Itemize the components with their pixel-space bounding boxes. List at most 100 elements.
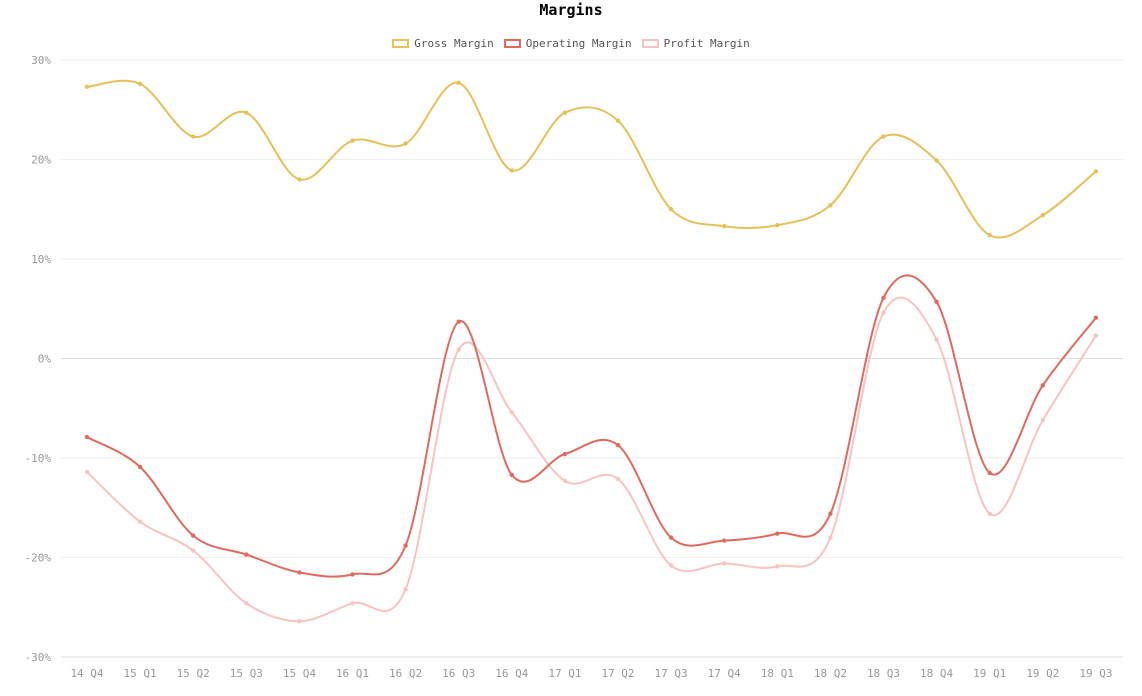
data-point-profit-margin	[1040, 417, 1046, 423]
x-tick-label: 19 Q3	[1079, 667, 1112, 680]
data-point-gross-margin	[1040, 213, 1046, 218]
x-tick-label: 16 Q2	[389, 667, 422, 680]
data-point-profit-margin	[881, 310, 886, 315]
data-point-operating-margin	[562, 451, 568, 457]
legend-swatch-profit-margin	[641, 39, 659, 48]
legend-item-operating-margin[interactable]: Operating Margin	[503, 37, 632, 50]
y-tick-label: -10%	[25, 452, 52, 465]
legend-item-gross-margin[interactable]: Gross Margin	[392, 37, 494, 50]
data-point-gross-margin	[828, 203, 833, 208]
y-tick-label: 30%	[31, 54, 51, 67]
data-point-operating-margin	[615, 442, 621, 448]
data-point-gross-margin	[244, 110, 249, 115]
x-tick-label: 18 Q3	[867, 667, 900, 680]
data-point-profit-margin	[722, 561, 727, 566]
data-point-gross-margin	[509, 168, 514, 173]
data-point-profit-margin	[987, 511, 992, 516]
x-tick-label: 19 Q2	[1026, 667, 1059, 680]
data-point-gross-margin	[615, 118, 621, 123]
data-point-gross-margin	[562, 110, 568, 115]
x-tick-label: 16 Q1	[336, 667, 369, 680]
x-tick-label: 18 Q1	[761, 667, 794, 680]
x-tick-label: 17 Q3	[655, 667, 688, 680]
data-point-operating-margin	[775, 531, 780, 536]
data-point-gross-margin	[775, 222, 780, 228]
data-point-gross-margin	[987, 232, 992, 238]
y-tick-label: -30%	[25, 651, 52, 664]
data-point-profit-margin	[84, 469, 90, 475]
data-point-operating-margin	[934, 299, 939, 304]
y-tick-label: 10%	[31, 253, 51, 266]
data-point-profit-margin	[562, 478, 568, 484]
x-tick-label: 16 Q4	[495, 667, 528, 680]
data-point-gross-margin	[1093, 169, 1099, 174]
data-point-gross-margin	[297, 177, 302, 182]
data-point-gross-margin	[350, 138, 355, 143]
data-point-operating-margin	[828, 511, 833, 516]
x-tick-label: 14 Q4	[70, 667, 103, 680]
data-point-profit-margin	[509, 410, 514, 415]
data-point-profit-margin	[403, 587, 408, 592]
x-tick-label: 17 Q1	[548, 667, 581, 680]
data-point-operating-margin	[668, 535, 674, 540]
series-line-gross-margin	[86, 79, 1097, 239]
data-point-profit-margin	[297, 618, 302, 624]
data-point-profit-margin	[775, 564, 780, 569]
data-point-operating-margin	[456, 319, 461, 324]
legend: Gross Margin Operating Margin Profit Mar…	[0, 37, 1142, 50]
data-point-operating-margin	[297, 570, 302, 575]
data-point-profit-margin	[137, 519, 143, 524]
data-point-gross-margin	[191, 134, 196, 139]
data-point-operating-margin	[191, 533, 196, 538]
y-tick-label: -20%	[25, 552, 52, 565]
data-point-operating-margin	[881, 295, 886, 301]
x-tick-label: 15 Q1	[124, 667, 157, 680]
legend-swatch-operating-margin	[503, 39, 521, 48]
series-line-operating-margin	[86, 274, 1097, 578]
data-point-gross-margin	[403, 141, 408, 146]
data-point-operating-margin	[1040, 383, 1046, 388]
data-point-profit-margin	[191, 548, 196, 553]
series-line-profit-margin	[86, 296, 1097, 623]
data-point-operating-margin	[1093, 315, 1099, 320]
data-point-operating-margin	[722, 538, 727, 543]
data-point-gross-margin	[934, 158, 939, 163]
data-point-profit-margin	[934, 337, 939, 342]
data-point-operating-margin	[987, 470, 992, 476]
y-tick-label: 0%	[38, 353, 52, 366]
data-point-profit-margin	[615, 476, 621, 482]
data-point-gross-margin	[881, 134, 886, 139]
legend-label-operating-margin: Operating Margin	[525, 37, 632, 50]
x-tick-label: 15 Q3	[230, 667, 263, 680]
legend-label-gross-margin: Gross Margin	[414, 37, 494, 50]
data-point-gross-margin	[722, 223, 727, 229]
data-point-operating-margin	[84, 434, 90, 440]
data-point-gross-margin	[137, 81, 143, 87]
data-point-operating-margin	[244, 552, 249, 557]
x-tick-label: 18 Q4	[920, 667, 953, 680]
data-point-gross-margin	[84, 84, 90, 90]
data-point-operating-margin	[137, 464, 143, 470]
x-tick-label: 18 Q2	[814, 667, 847, 680]
data-point-gross-margin	[456, 80, 461, 86]
data-point-profit-margin	[828, 535, 833, 540]
data-point-gross-margin	[668, 207, 674, 212]
x-tick-label: 17 Q2	[601, 667, 634, 680]
legend-label-profit-margin: Profit Margin	[663, 37, 750, 50]
data-point-profit-margin	[244, 601, 249, 606]
x-tick-label: 17 Q4	[708, 667, 741, 680]
data-point-profit-margin	[668, 563, 674, 568]
chart-title: Margins	[539, 1, 603, 19]
y-tick-label: 20%	[31, 154, 51, 167]
data-point-profit-margin	[456, 347, 461, 352]
x-tick-label: 19 Q1	[973, 667, 1006, 680]
legend-swatch-gross-margin	[392, 39, 410, 48]
x-tick-label: 16 Q3	[442, 667, 475, 680]
data-point-profit-margin	[1093, 333, 1099, 338]
x-tick-label: 15 Q4	[283, 667, 316, 680]
data-point-operating-margin	[350, 572, 355, 577]
legend-item-profit-margin[interactable]: Profit Margin	[641, 37, 750, 50]
data-point-operating-margin	[509, 472, 514, 478]
data-point-operating-margin	[403, 543, 408, 548]
